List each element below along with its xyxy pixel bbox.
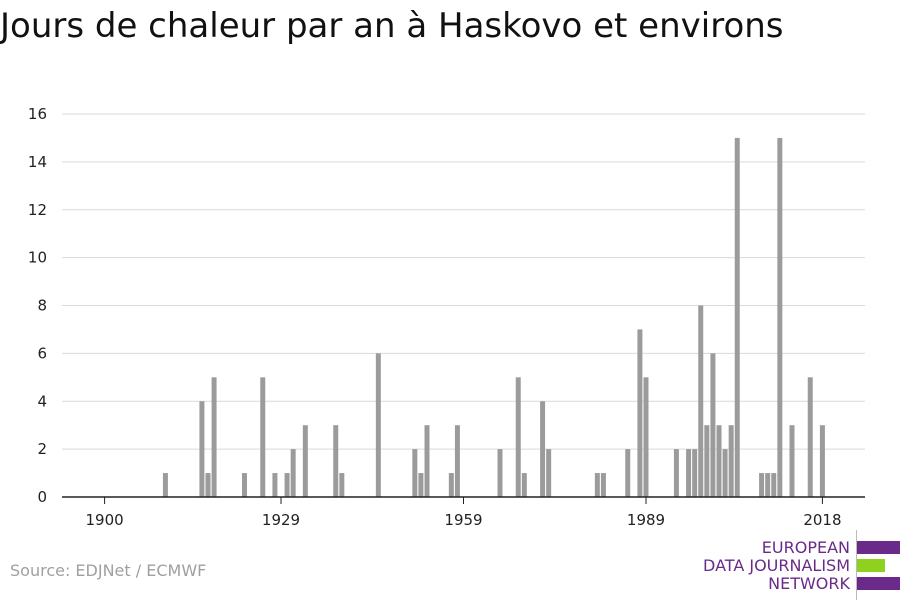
logo-line-3: NETWORK xyxy=(768,574,850,593)
bar-1965 xyxy=(497,449,503,497)
logo-line-1: EUROPEAN xyxy=(761,538,850,557)
chart-title: Jours de chaleur par an à Haskovo et env… xyxy=(0,6,784,46)
logo-green-block xyxy=(857,559,885,572)
logo-divider xyxy=(856,530,857,600)
bar-1988 xyxy=(637,329,643,497)
bar-1989 xyxy=(643,377,649,497)
y-tick-label-16: 16 xyxy=(28,105,47,123)
bar-1969 xyxy=(521,473,527,497)
bar-1982 xyxy=(600,473,606,497)
bar-1916 xyxy=(199,401,205,497)
bar-1945 xyxy=(375,353,381,497)
x-tick-label-1959: 1959 xyxy=(444,511,482,529)
bar-2004 xyxy=(734,137,740,497)
y-tick-label-10: 10 xyxy=(28,249,47,267)
y-tick-label-6: 6 xyxy=(37,344,47,362)
bar-1958 xyxy=(454,425,460,497)
bar-2013 xyxy=(789,425,795,497)
source-note: Source: EDJNet / ECMWF xyxy=(10,561,207,580)
edjnet-logo: EUROPEAN DATA JOURNALISM NETWORK xyxy=(700,530,900,600)
bars xyxy=(162,137,825,497)
bar-2002 xyxy=(722,449,728,497)
y-tick-label-8: 8 xyxy=(37,297,47,315)
bar-1938 xyxy=(333,425,339,497)
bar-1923 xyxy=(242,473,247,497)
bar-2000 xyxy=(710,353,716,497)
bar-1928 xyxy=(272,473,278,497)
bar-2001 xyxy=(716,425,722,497)
bar-2011 xyxy=(777,137,783,497)
bar-1968 xyxy=(515,377,521,497)
x-tick-label-1900: 1900 xyxy=(85,511,123,529)
axes: 0 2 4 6 8 10 12 14 16 1900 1929 1959 1989 2018 xyxy=(28,105,865,529)
y-tick-label-0: 0 xyxy=(37,488,47,506)
y-tick-label-4: 4 xyxy=(37,392,47,410)
logo-line-2: DATA JOURNALISM xyxy=(703,556,850,575)
bar-2003 xyxy=(728,425,734,497)
bar-2018 xyxy=(819,425,825,497)
bar-1926 xyxy=(260,377,266,497)
logo-purple-block-bottom xyxy=(857,577,900,590)
bar-1952 xyxy=(418,473,424,497)
y-tick-label-2: 2 xyxy=(37,440,47,458)
bar-1910 xyxy=(162,473,168,497)
bar-2010 xyxy=(771,473,777,497)
logo-purple-block-top xyxy=(857,541,900,554)
bar-1996 xyxy=(686,449,692,497)
bar-1981 xyxy=(594,473,600,497)
bar-1939 xyxy=(339,473,345,497)
bar-1918 xyxy=(211,377,217,497)
bar-1953 xyxy=(424,425,430,497)
y-tick-label-14: 14 xyxy=(28,153,47,171)
bar-1999 xyxy=(704,425,710,497)
bar-1957 xyxy=(448,473,454,497)
bar-1972 xyxy=(540,401,546,497)
x-tick-label-2018: 2018 xyxy=(803,511,841,529)
bar-1997 xyxy=(692,449,698,497)
bar-1951 xyxy=(412,449,418,497)
x-tick-label-1929: 1929 xyxy=(262,511,300,529)
bar-2008 xyxy=(759,473,765,497)
grid xyxy=(62,113,865,450)
bar-1998 xyxy=(698,305,704,497)
y-tick-label-12: 12 xyxy=(28,201,47,219)
x-tick-label-1989: 1989 xyxy=(627,511,665,529)
bar-1931 xyxy=(290,449,296,497)
bar-2009 xyxy=(765,473,771,497)
bar-1973 xyxy=(546,449,552,497)
bar-1986 xyxy=(625,449,631,497)
bar-2016 xyxy=(807,377,813,497)
bar-1930 xyxy=(284,473,290,497)
bar-1994 xyxy=(673,449,679,497)
bar-1933 xyxy=(302,425,308,497)
bar-1917 xyxy=(205,473,211,497)
